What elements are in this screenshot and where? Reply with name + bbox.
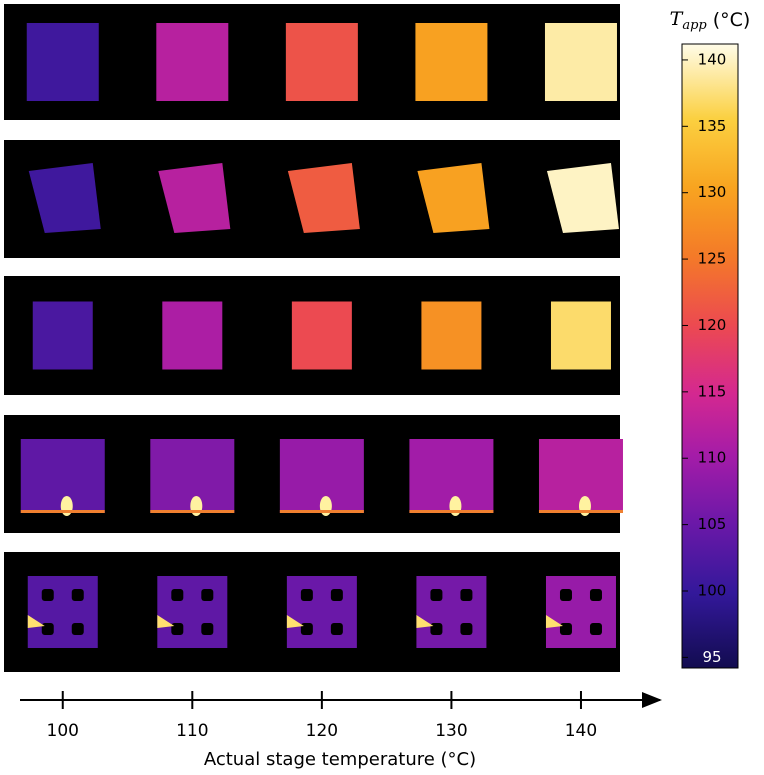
hole: [559, 623, 572, 635]
sample: [156, 23, 229, 101]
heater-edge: [20, 510, 105, 513]
hole: [71, 623, 84, 635]
sample: [421, 301, 482, 370]
hole: [559, 589, 572, 601]
hot-wedge: [545, 615, 563, 628]
sample: [157, 576, 228, 648]
colorbar-label: Tapp (°C): [670, 8, 751, 33]
hole: [201, 623, 214, 635]
colorbar-tick-label: 135: [698, 117, 727, 135]
heater-edge: [150, 510, 235, 513]
hot-wedge: [416, 615, 434, 628]
sample: [417, 163, 490, 233]
hole: [41, 589, 54, 601]
colorbar-tick-label: 100: [698, 581, 727, 599]
sample: [286, 576, 357, 648]
sample: [550, 301, 611, 370]
hole: [300, 589, 313, 601]
hole: [71, 589, 84, 601]
x-axis-label: Actual stage temperature (°C): [204, 749, 476, 770]
hot-wedge: [27, 615, 45, 628]
colorbar-tick-label: 115: [698, 382, 727, 400]
colorbar-tick-label: 105: [698, 515, 727, 533]
hole: [460, 589, 473, 601]
colorbar: [681, 43, 739, 669]
x-tick-label: 100: [47, 721, 79, 741]
hole: [589, 623, 602, 635]
hole: [171, 589, 184, 601]
sample: [415, 23, 488, 101]
hot-wedge: [286, 615, 304, 628]
hole: [589, 589, 602, 601]
hot-wedge: [157, 615, 175, 628]
colorbar-tick-label: 120: [698, 316, 727, 334]
heater-edge: [538, 510, 623, 513]
panels: [4, 4, 623, 672]
heater-edge: [279, 510, 364, 513]
colorbar-tick-label: 110: [698, 449, 727, 467]
sample: [416, 576, 487, 648]
sample: [158, 163, 231, 233]
colorbar-tick-label: 130: [698, 183, 727, 201]
x-tick-label: 140: [565, 721, 597, 741]
sample: [28, 163, 101, 233]
sample: [544, 23, 617, 101]
sample: [26, 23, 99, 101]
x-tick-label: 130: [435, 721, 467, 741]
sample: [291, 301, 352, 370]
sample: [287, 163, 360, 233]
sample: [162, 301, 223, 370]
colorbar-tick-label: 95: [702, 648, 721, 666]
hole: [41, 623, 54, 635]
sample: [545, 576, 616, 648]
colorbar-tick-label: 140: [698, 50, 727, 68]
hole: [330, 623, 343, 635]
hole: [201, 589, 214, 601]
sample: [32, 301, 93, 370]
hole: [330, 589, 343, 601]
colorbar-tick-label: 125: [698, 250, 727, 268]
sample: [285, 23, 358, 101]
hole: [430, 589, 443, 601]
sample: [27, 576, 98, 648]
hole: [300, 623, 313, 635]
x-tick-label: 120: [306, 721, 338, 741]
sample: [546, 163, 619, 233]
heater-edge: [409, 510, 494, 513]
hole: [430, 623, 443, 635]
hole: [460, 623, 473, 635]
hole: [171, 623, 184, 635]
x-tick-label: 110: [176, 721, 208, 741]
